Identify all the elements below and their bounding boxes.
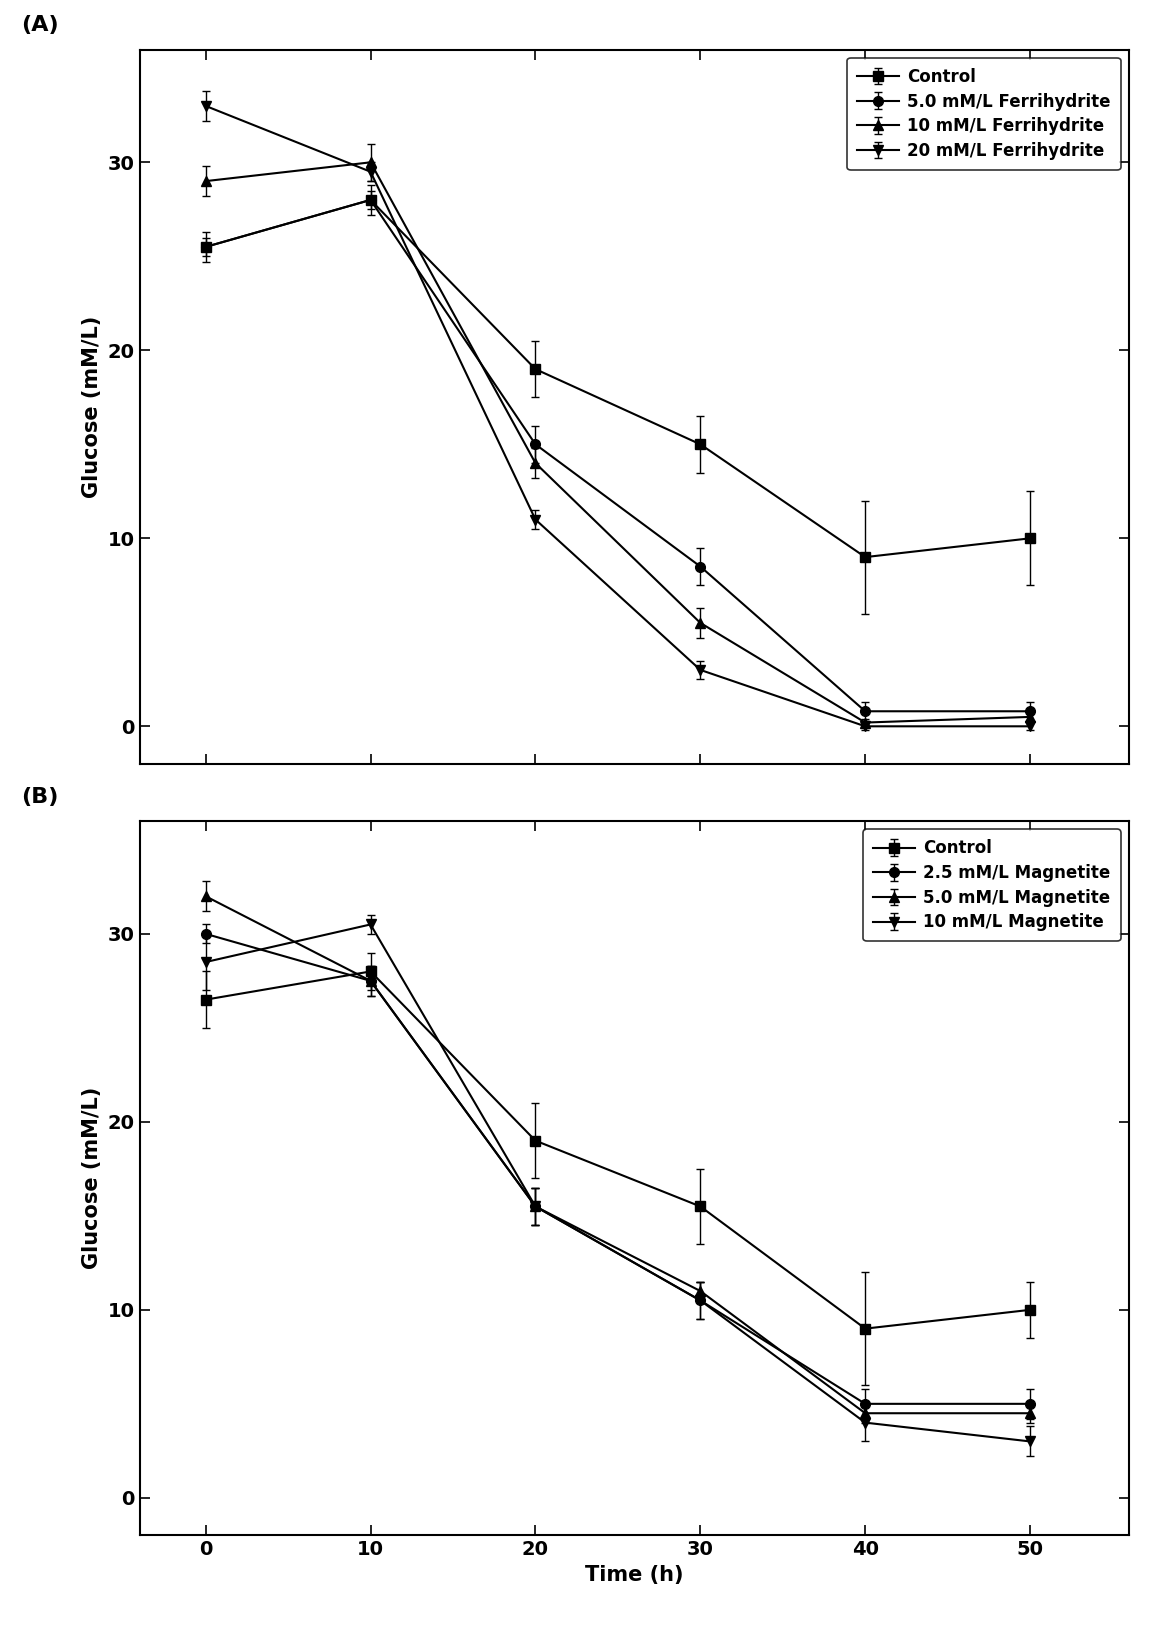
Y-axis label: Glucose (mM/L): Glucose (mM/L) xyxy=(83,1086,102,1270)
X-axis label: Time (h): Time (h) xyxy=(585,1565,683,1585)
Legend: Control, 2.5 mM/L Magnetite, 5.0 mM/L Magnetite, 10 mM/L Magnetite: Control, 2.5 mM/L Magnetite, 5.0 mM/L Ma… xyxy=(864,829,1121,941)
Text: (B): (B) xyxy=(21,788,58,807)
Legend: Control, 5.0 mM/L Ferrihydrite, 10 mM/L Ferrihydrite, 20 mM/L Ferrihydrite: Control, 5.0 mM/L Ferrihydrite, 10 mM/L … xyxy=(847,58,1121,170)
Text: (A): (A) xyxy=(21,15,58,35)
Y-axis label: Glucose (mM/L): Glucose (mM/L) xyxy=(83,315,102,499)
